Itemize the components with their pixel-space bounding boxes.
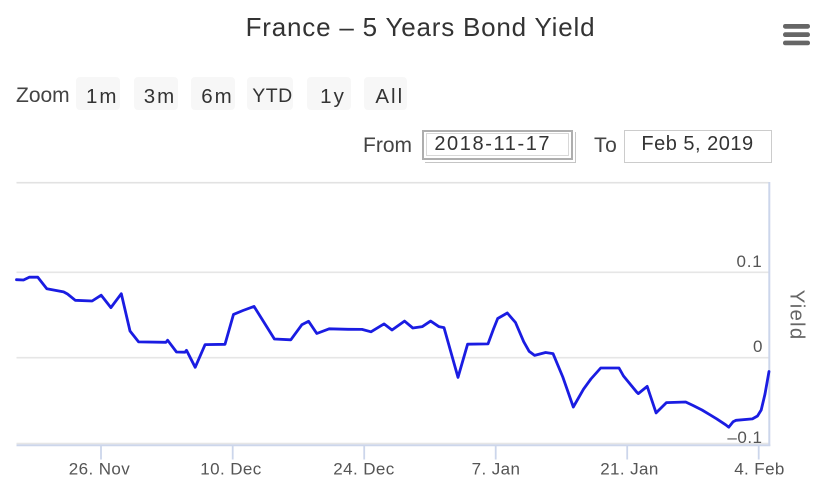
svg-text:24. Dec: 24. Dec [333,460,394,479]
svg-text:–0.1: –0.1 [727,428,762,447]
svg-text:26. Nov: 26. Nov [69,460,130,479]
svg-text:0.1: 0.1 [736,252,762,271]
svg-text:7. Jan: 7. Jan [472,460,521,479]
svg-text:21. Jan: 21. Jan [600,460,659,479]
svg-text:4. Feb: 4. Feb [734,460,785,479]
svg-text:Yield: Yield [786,290,809,341]
svg-text:10. Dec: 10. Dec [200,460,261,479]
svg-text:0: 0 [753,337,762,356]
